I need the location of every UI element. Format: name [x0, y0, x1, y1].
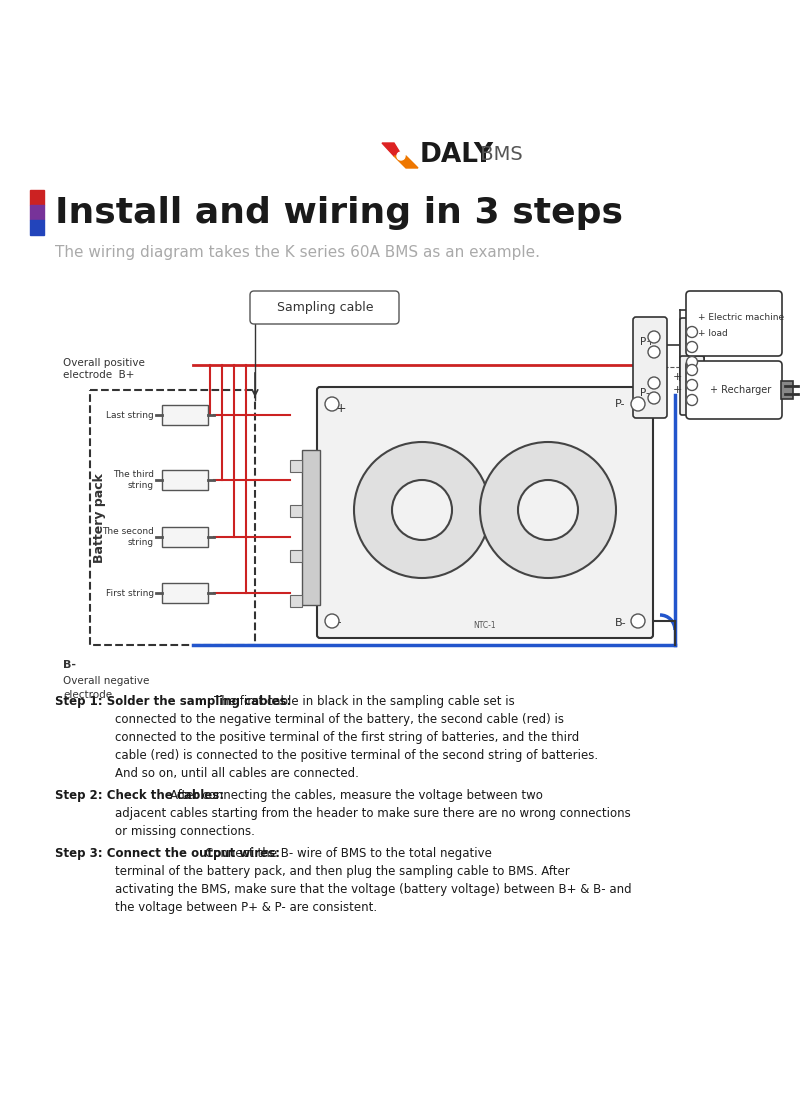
Text: the voltage between P+ & P- are consistent.: the voltage between P+ & P- are consiste…: [115, 901, 377, 914]
Text: adjacent cables starting from the header to make sure there are no wrong connect: adjacent cables starting from the header…: [115, 807, 630, 820]
Circle shape: [325, 614, 339, 628]
Text: BMS: BMS: [474, 146, 522, 164]
Text: The second
string: The second string: [102, 527, 154, 547]
Bar: [162, 583, 208, 603]
Text: NTC-1: NTC-1: [474, 620, 496, 629]
Bar: [30, 205, 44, 220]
Text: The first cable in black in the sampling cable set is: The first cable in black in the sampling…: [214, 695, 515, 708]
Text: activating the BMS, make sure that the voltage (battery voltage) between B+ & B-: activating the BMS, make sure that the v…: [115, 883, 632, 897]
Text: And so on, until all cables are connected.: And so on, until all cables are connecte…: [115, 767, 359, 780]
Circle shape: [648, 377, 660, 389]
Circle shape: [648, 392, 660, 404]
Text: The wiring diagram takes the K series 60A BMS as an example.: The wiring diagram takes the K series 60…: [55, 244, 540, 260]
Bar: [781, 381, 793, 399]
FancyBboxPatch shape: [686, 292, 782, 356]
Bar: [162, 470, 208, 490]
Circle shape: [631, 397, 645, 411]
Circle shape: [686, 356, 698, 367]
Circle shape: [686, 327, 698, 338]
Circle shape: [648, 346, 660, 358]
Text: +: +: [336, 401, 346, 414]
Text: Overall positive
electrode  B+: Overall positive electrode B+: [63, 358, 145, 380]
Text: -: -: [336, 616, 341, 629]
Text: The third
string: The third string: [113, 470, 154, 490]
Text: Install and wiring in 3 steps: Install and wiring in 3 steps: [55, 196, 623, 230]
Text: Step 3: Connect the output wires:: Step 3: Connect the output wires:: [55, 847, 284, 860]
Bar: [162, 527, 208, 547]
Bar: [290, 505, 302, 517]
Text: connected to the negative terminal of the battery, the second cable (red) is: connected to the negative terminal of th…: [115, 713, 564, 726]
Text: Step 2: Check the cables:: Step 2: Check the cables:: [55, 789, 228, 802]
Bar: [290, 460, 302, 472]
FancyBboxPatch shape: [317, 387, 653, 638]
Text: connected to the positive terminal of the first string of batteries, and the thi: connected to the positive terminal of th…: [115, 731, 579, 744]
Text: terminal of the battery pack, and then plug the sampling cable to BMS. After: terminal of the battery pack, and then p…: [115, 865, 570, 878]
Text: After connecting the cables, measure the voltage between two: After connecting the cables, measure the…: [170, 789, 542, 802]
FancyBboxPatch shape: [250, 292, 399, 324]
FancyBboxPatch shape: [633, 317, 667, 418]
Text: Overall negative: Overall negative: [63, 676, 150, 686]
Circle shape: [518, 480, 578, 540]
Bar: [90, 390, 255, 646]
Bar: [30, 220, 44, 235]
Text: + Electric machine: + Electric machine: [698, 312, 784, 321]
Polygon shape: [382, 142, 402, 156]
Text: Sampling cable: Sampling cable: [277, 300, 374, 313]
Circle shape: [480, 442, 616, 578]
Circle shape: [397, 152, 405, 160]
Text: P-: P-: [615, 399, 626, 409]
FancyBboxPatch shape: [686, 361, 782, 419]
Bar: [30, 190, 44, 205]
Text: or missing connections.: or missing connections.: [115, 825, 255, 838]
Text: cable (red) is connected to the positive terminal of the second string of batter: cable (red) is connected to the positive…: [115, 749, 598, 762]
Text: First string: First string: [106, 589, 154, 597]
Text: +: +: [673, 385, 682, 395]
Text: + Recharger: + Recharger: [710, 385, 771, 395]
Circle shape: [380, 140, 412, 172]
Text: DALY: DALY: [420, 142, 494, 168]
FancyBboxPatch shape: [680, 356, 704, 415]
Text: + load: + load: [698, 330, 728, 339]
Text: Last string: Last string: [106, 411, 154, 420]
Text: B-: B-: [63, 660, 76, 670]
Bar: [302, 450, 320, 605]
Text: Battery pack: Battery pack: [94, 473, 106, 563]
Text: Step 1: Solder the sampling cables:: Step 1: Solder the sampling cables:: [55, 695, 295, 708]
Circle shape: [686, 379, 698, 390]
Text: P-: P-: [640, 388, 650, 398]
Circle shape: [686, 342, 698, 353]
Text: B-: B-: [615, 618, 626, 628]
Text: +: +: [673, 372, 682, 383]
Bar: [290, 550, 302, 562]
FancyBboxPatch shape: [680, 318, 704, 377]
Text: P+: P+: [640, 336, 655, 347]
Text: Connect the B- wire of BMS to the total negative: Connect the B- wire of BMS to the total …: [206, 847, 492, 860]
Circle shape: [325, 397, 339, 411]
Bar: [290, 595, 302, 607]
Circle shape: [686, 365, 698, 376]
Bar: [162, 406, 208, 425]
Circle shape: [354, 442, 490, 578]
Circle shape: [392, 480, 452, 540]
Text: electrode: electrode: [63, 690, 112, 700]
Circle shape: [686, 395, 698, 406]
Polygon shape: [394, 156, 418, 168]
Circle shape: [631, 614, 645, 628]
Circle shape: [648, 331, 660, 343]
